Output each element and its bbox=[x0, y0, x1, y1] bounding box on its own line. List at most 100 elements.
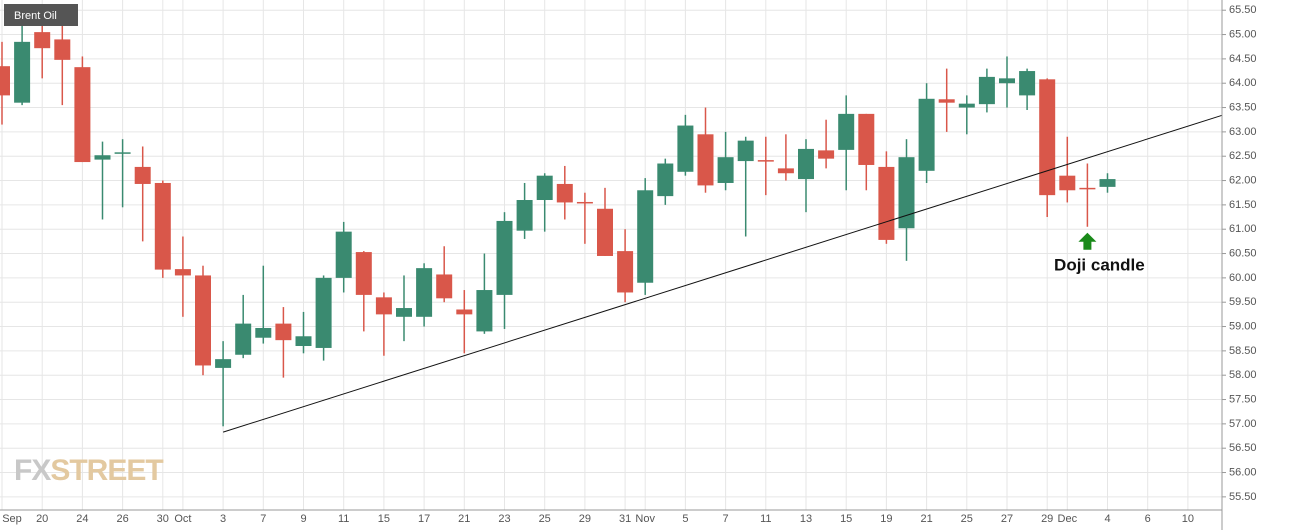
candle-body bbox=[315, 277, 332, 348]
candle-body bbox=[476, 290, 493, 332]
candle-body bbox=[777, 168, 794, 174]
x-tick-label: 21 bbox=[458, 513, 470, 525]
candle-body bbox=[556, 183, 573, 203]
candle-body bbox=[335, 231, 352, 278]
legend-label: Brent Oil bbox=[14, 10, 57, 22]
watermark: FXSTREET bbox=[14, 454, 163, 487]
candle-body bbox=[94, 155, 111, 160]
x-tick-label: 25 bbox=[539, 513, 551, 525]
grid bbox=[0, 0, 1226, 510]
y-tick-label: 56.50 bbox=[1229, 442, 1257, 454]
marks bbox=[0, 7, 1223, 433]
x-tick-label: 3 bbox=[220, 513, 226, 525]
x-tick-label: 21 bbox=[920, 513, 932, 525]
candle-body bbox=[536, 175, 553, 201]
candle-body bbox=[798, 148, 814, 180]
candle-body bbox=[396, 308, 412, 317]
candle-body bbox=[958, 103, 975, 108]
candle-body bbox=[657, 163, 674, 197]
candle-body bbox=[54, 39, 71, 60]
candle-body bbox=[275, 323, 292, 341]
candle-body bbox=[637, 190, 654, 283]
candle-body bbox=[1099, 179, 1116, 187]
x-tick-label: 24 bbox=[76, 513, 88, 525]
x-tick-label: 29 bbox=[579, 513, 591, 525]
candle-body bbox=[1039, 79, 1056, 196]
x-tick-label: 17 bbox=[418, 513, 430, 525]
candle-body bbox=[134, 166, 151, 184]
y-tick-label: 57.00 bbox=[1229, 418, 1257, 430]
candle-body bbox=[576, 201, 593, 204]
y-tick-label: 60.50 bbox=[1229, 247, 1257, 259]
x-tick-label: 31 bbox=[619, 513, 631, 525]
x-tick-label: 27 bbox=[1001, 513, 1013, 525]
x-tick-label: 29 bbox=[1041, 513, 1053, 525]
candle-body bbox=[1079, 187, 1096, 190]
candle-body bbox=[978, 76, 995, 105]
x-tick-label: 7 bbox=[723, 513, 729, 525]
x-tick-label: 20 bbox=[36, 513, 48, 525]
candle-body bbox=[677, 125, 694, 172]
watermark-fx: FX bbox=[14, 454, 51, 487]
candle-body bbox=[697, 134, 714, 186]
candle-body bbox=[355, 252, 372, 295]
x-tick-label: 4 bbox=[1104, 513, 1110, 525]
annotation-arrow bbox=[1078, 232, 1097, 250]
x-tick-label: 9 bbox=[300, 513, 306, 525]
y-tick-label: 63.50 bbox=[1229, 101, 1257, 113]
y-tick-label: 60.00 bbox=[1229, 272, 1257, 284]
y-tick-label: 63.00 bbox=[1229, 126, 1257, 138]
x-tick-label: 26 bbox=[116, 513, 128, 525]
x-tick-label: 23 bbox=[498, 513, 510, 525]
trendline bbox=[222, 114, 1223, 433]
candle-body bbox=[737, 140, 754, 162]
x-tick-label: 13 bbox=[800, 513, 812, 525]
candle-body bbox=[1059, 175, 1076, 191]
candle-body bbox=[34, 32, 51, 49]
candle-body bbox=[195, 275, 211, 366]
x-tick-label: 5 bbox=[682, 513, 688, 525]
x-tick-label: Oct bbox=[174, 513, 191, 525]
y-tick-label: 61.00 bbox=[1229, 223, 1257, 235]
candle-body bbox=[878, 166, 895, 240]
candle-body bbox=[617, 251, 634, 293]
x-tick-label: 30 bbox=[157, 513, 169, 525]
candle-body bbox=[496, 220, 513, 295]
x-tick-label: Dec bbox=[1058, 513, 1078, 525]
candle-body bbox=[1019, 71, 1036, 96]
x-tick-label: Nov bbox=[635, 513, 655, 525]
candle-body bbox=[717, 157, 734, 183]
y-tick-label: 59.50 bbox=[1229, 296, 1257, 308]
x-tick-label: 15 bbox=[840, 513, 852, 525]
candle-body bbox=[938, 99, 955, 103]
y-tick-label: 65.50 bbox=[1229, 4, 1257, 16]
candle-body bbox=[818, 150, 835, 159]
candle-body bbox=[999, 78, 1015, 84]
candle-body bbox=[416, 268, 433, 317]
watermark-street: STREET bbox=[50, 454, 163, 487]
x-tick-label: 19 bbox=[880, 513, 892, 525]
candle-body bbox=[174, 269, 191, 276]
y-tick-label: 64.50 bbox=[1229, 53, 1257, 65]
y-tick-label: 55.50 bbox=[1229, 491, 1257, 503]
y-tick-label: 62.00 bbox=[1229, 174, 1257, 186]
x-tick-label: 11 bbox=[760, 513, 771, 525]
candle-body bbox=[918, 98, 935, 171]
y-tick-label: 56.00 bbox=[1229, 466, 1257, 478]
x-tick-label: 7 bbox=[260, 513, 266, 525]
y-tick-label: 62.50 bbox=[1229, 150, 1257, 162]
x-tick-label: 25 bbox=[961, 513, 973, 525]
x-tick-label: 11 bbox=[338, 513, 349, 525]
candle-body bbox=[456, 309, 473, 315]
candle-body bbox=[375, 297, 392, 315]
candle-body bbox=[597, 208, 613, 256]
candle-body bbox=[154, 182, 171, 270]
x-tick-label: 15 bbox=[378, 513, 390, 525]
candle-body bbox=[898, 157, 915, 229]
x-tick-label: Sep bbox=[2, 513, 22, 525]
x-tick-label: 10 bbox=[1182, 513, 1194, 525]
candle-body bbox=[215, 359, 232, 368]
candle-body bbox=[14, 41, 31, 103]
y-tick-label: 58.50 bbox=[1229, 345, 1257, 357]
